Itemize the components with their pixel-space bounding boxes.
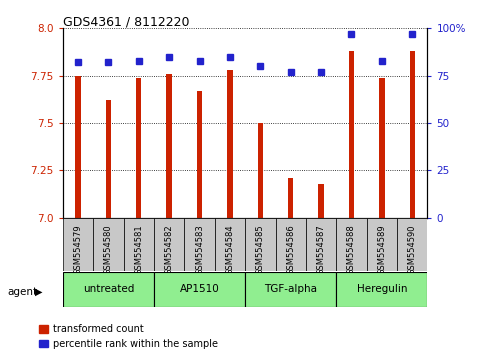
Bar [257, 123, 263, 218]
Text: GSM554588: GSM554588 [347, 225, 356, 275]
Bar [154, 272, 245, 307]
Bar [410, 51, 415, 218]
Text: GSM554581: GSM554581 [134, 225, 143, 275]
Bar [106, 100, 111, 218]
Bar [245, 218, 275, 271]
Bar [197, 91, 202, 218]
Bar [124, 218, 154, 271]
Bar [63, 272, 154, 307]
Text: untreated: untreated [83, 284, 134, 294]
Text: GSM554582: GSM554582 [165, 225, 174, 275]
Bar [227, 70, 233, 218]
Text: ▶: ▶ [35, 287, 43, 297]
Text: GSM554579: GSM554579 [73, 225, 83, 275]
Text: GSM554590: GSM554590 [408, 225, 417, 275]
Legend: transformed count, percentile rank within the sample: transformed count, percentile rank withi… [39, 324, 218, 349]
Bar [397, 218, 427, 271]
Bar [185, 218, 215, 271]
Bar [93, 218, 124, 271]
Bar [215, 218, 245, 271]
Bar [63, 218, 93, 271]
Bar [136, 78, 142, 218]
Text: GSM554584: GSM554584 [226, 225, 234, 275]
Bar [349, 51, 354, 218]
Bar [379, 78, 384, 218]
Bar [336, 218, 367, 271]
Bar [275, 218, 306, 271]
Bar [288, 178, 294, 218]
Bar [336, 272, 427, 307]
Bar [167, 74, 172, 218]
Text: GSM554589: GSM554589 [377, 225, 386, 275]
Bar [367, 218, 397, 271]
Bar [154, 218, 185, 271]
Text: GSM554583: GSM554583 [195, 225, 204, 275]
Text: GSM554586: GSM554586 [286, 225, 295, 275]
Bar [245, 272, 336, 307]
Text: GSM554585: GSM554585 [256, 225, 265, 275]
Text: TGF-alpha: TGF-alpha [264, 284, 317, 294]
Text: Heregulin: Heregulin [356, 284, 407, 294]
Text: GSM554580: GSM554580 [104, 225, 113, 275]
Bar [75, 76, 81, 218]
Bar [318, 184, 324, 218]
Text: GDS4361 / 8112220: GDS4361 / 8112220 [63, 16, 189, 29]
Bar [306, 218, 336, 271]
Text: AP1510: AP1510 [180, 284, 219, 294]
Text: agent: agent [7, 287, 37, 297]
Text: GSM554587: GSM554587 [316, 225, 326, 275]
